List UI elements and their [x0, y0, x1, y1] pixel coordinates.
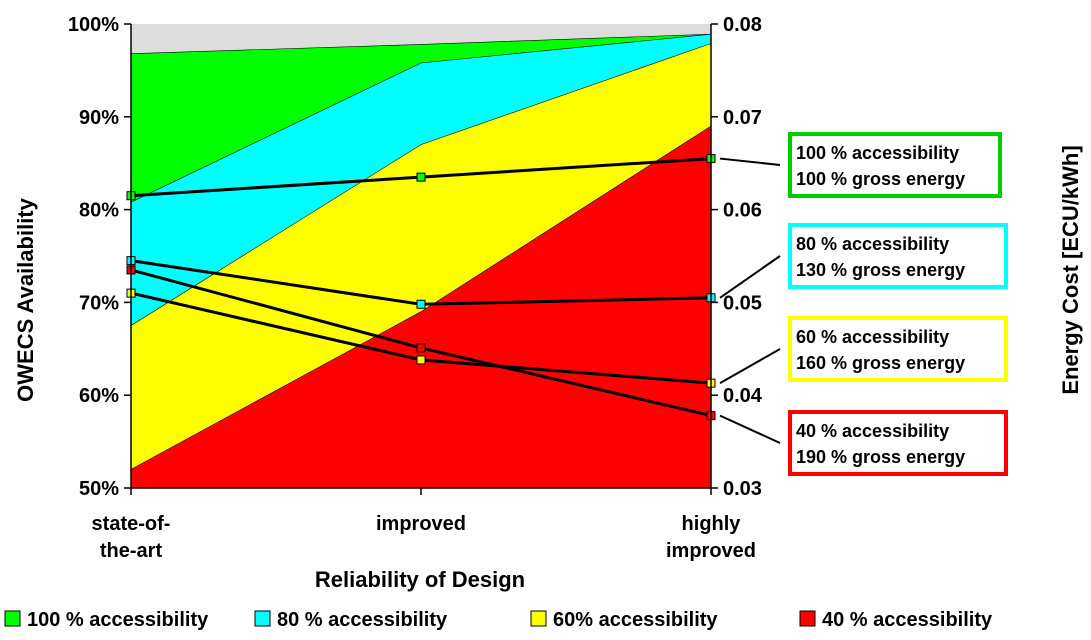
x-tick-label: improved — [666, 540, 756, 562]
annotation-boxes: 100 % accessibility 100 % gross energy 80 … — [719, 132, 1008, 476]
y-tick-label: 80% — [79, 200, 119, 222]
y-tick-label: 60% — [79, 385, 119, 407]
y2-tick-label: 0.06 — [723, 200, 762, 222]
annotation-box-text: 190 % gross energy — [796, 447, 965, 467]
x-axis-title: Reliability of Design — [315, 567, 525, 592]
cost-point-4-2 — [416, 343, 426, 353]
annotation-box-text: 60 % accessibility — [796, 327, 949, 347]
y-tick-label: 90% — [79, 107, 119, 129]
y-axis-title: OWECS Availability — [13, 197, 38, 402]
legend-label-3: 60% accessibility — [553, 609, 718, 631]
annotation-box-text: 160 % gross energy — [796, 353, 965, 373]
box-leader-line-1 — [719, 157, 781, 166]
cost-point-1-2 — [416, 172, 426, 182]
x-tick-label: highly — [682, 513, 742, 535]
y2-tick-label: 0.03 — [723, 478, 762, 500]
legend-swatch-2 — [254, 610, 271, 627]
legend-label-1: 100 % accessibility — [27, 609, 209, 631]
y-tick-label: 100% — [68, 14, 119, 36]
legend-swatch-4 — [799, 610, 816, 627]
box-leader-line-2 — [719, 255, 781, 299]
annotation-box-1 — [788, 132, 1002, 198]
annotation-box-4 — [788, 410, 1008, 476]
y2-tick-label: 0.07 — [723, 107, 762, 129]
annotation-box-text: 100 % accessibility — [796, 143, 959, 163]
legend-swatch-3 — [530, 610, 547, 627]
cost-point-3-2 — [416, 355, 426, 365]
axes: 50% 0.03 60% 0.04 70% 0.05 80% 0.06 90% 0.07 100% 0… — [68, 14, 763, 562]
x-tick-label: the-art — [100, 540, 163, 562]
legend-label-2: 80 % accessibility — [277, 609, 448, 631]
box-leader-line-3 — [719, 348, 781, 385]
x-tick-label: state-of- — [92, 513, 171, 535]
x-tick-label: improved — [376, 513, 466, 535]
annotation-box-text: 130 % gross energy — [796, 260, 965, 280]
y2-axis-title: Energy Cost [ECU/kWh] — [1058, 145, 1083, 394]
annotation-box-text: 40 % accessibility — [796, 421, 949, 441]
y-tick-label: 70% — [79, 292, 119, 314]
y2-tick-label: 0.05 — [723, 292, 762, 314]
availability-areas — [130, 24, 712, 489]
annotation-box-text: 80 % accessibility — [796, 234, 949, 254]
annotation-box-text: 100 % gross energy — [796, 169, 965, 189]
legend: 100 % accessibility 80 % accessibility 60%… — [4, 609, 993, 631]
y2-tick-label: 0.08 — [723, 14, 762, 36]
legend-swatch-1 — [4, 610, 21, 627]
box-leader-line-4 — [719, 414, 781, 444]
y2-tick-label: 0.04 — [723, 385, 763, 407]
legend-label-4: 40 % accessibility — [822, 609, 993, 631]
cost-point-2-2 — [416, 299, 426, 309]
y-tick-label: 50% — [79, 478, 119, 500]
annotation-box-2 — [788, 223, 1008, 289]
annotation-box-3 — [788, 316, 1008, 382]
